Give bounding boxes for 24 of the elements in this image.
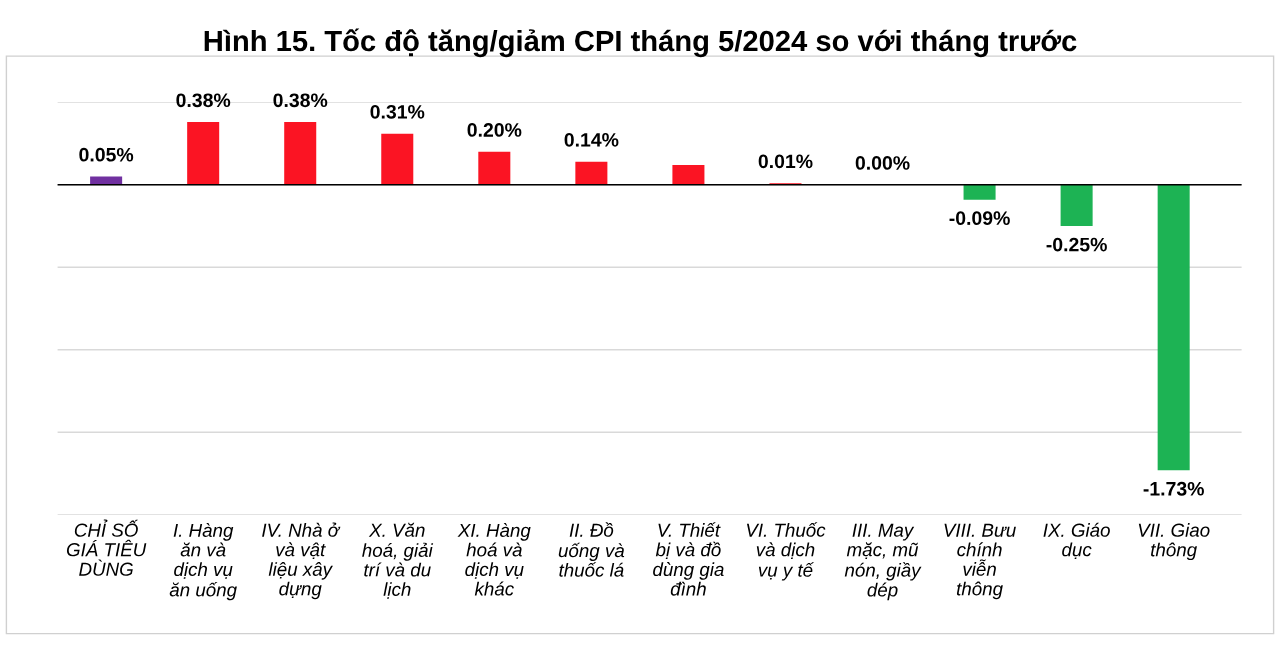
- data-label: 0.31%: [370, 104, 425, 119]
- x-tick-label: VII. Giao thông: [1138, 523, 1210, 561]
- x-tick-label: VI. Thuốc và dịch vụ y tế: [746, 522, 826, 581]
- data-label: 0.05%: [79, 147, 134, 162]
- data-label: 0.01%: [758, 154, 813, 169]
- x-tick-label: VIII. Bưu chính viễn thông: [944, 523, 1016, 600]
- data-label: 0.14%: [564, 132, 619, 147]
- x-tick-label: IX. Giáo dục: [1043, 522, 1110, 559]
- chart-title: Hình 15. Tốc độ tăng/giảm CPI tháng 5/2024 so với tháng trước: [204, 28, 1077, 58]
- x-tick-label: V. Thiết bị và đồ dùng gia đình: [653, 522, 724, 596]
- data-label: -0.25%: [1046, 237, 1107, 252]
- x-tick-label: CHỈ SỐ GIÁ TIÊU DÙNG: [66, 519, 147, 576]
- data-label: -1.73%: [1143, 481, 1204, 496]
- data-label: 0.20%: [467, 123, 522, 137]
- data-label: 0.38%: [273, 93, 328, 108]
- x-tick-label: IV. Nhà ở và vật liệu xây dựng: [262, 522, 341, 600]
- x-tick-label: XI. Hàng hoá và dịch vụ khác: [457, 523, 531, 596]
- x-tick-label: III. May mặc, mũ nón, giầy dép: [844, 523, 922, 601]
- x-tick-label: II. Đồ uống và thuốc lá: [558, 522, 625, 577]
- x-tick-label: I. Hàng ăn và dịch vụ ăn uống: [169, 523, 237, 601]
- data-label: -0.09%: [949, 211, 1010, 226]
- data-label: 0.38%: [176, 93, 231, 108]
- x-tick-label: X. Văn hoá, giải trí và du lịch: [362, 522, 434, 599]
- data-label: 0.00%: [855, 156, 910, 170]
